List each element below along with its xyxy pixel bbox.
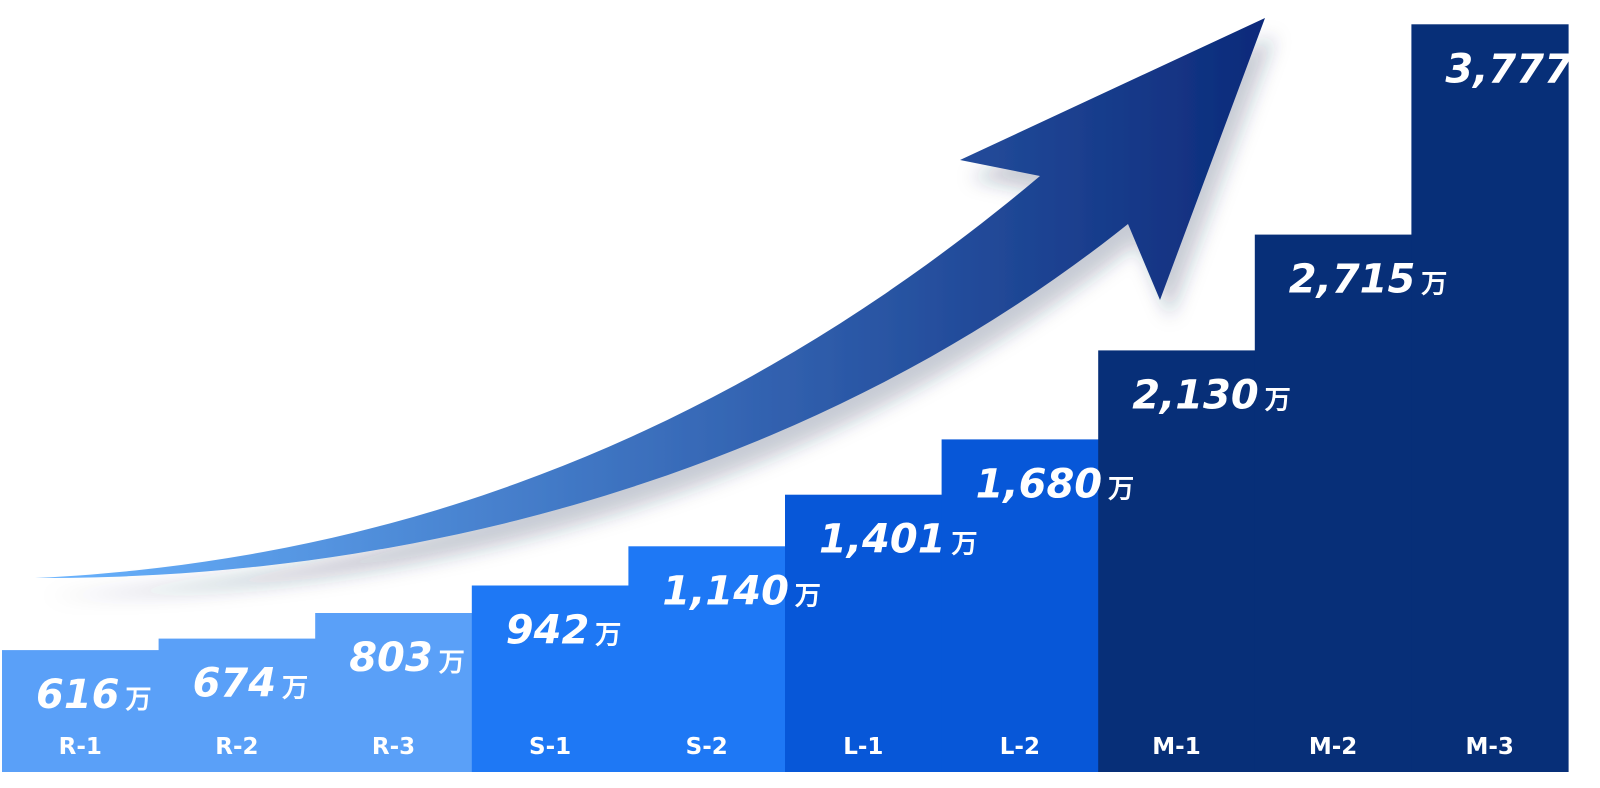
- bar-l-2: [941, 439, 1099, 772]
- value-label: 1,140: [662, 568, 789, 614]
- category-label: S-1: [529, 734, 571, 760]
- unit-label: 万: [1421, 270, 1447, 300]
- unit-label: 万: [126, 685, 152, 715]
- growth-arrow: [35, 18, 1265, 579]
- value-label: 2,130: [1132, 372, 1259, 418]
- bar-s-1: [471, 585, 629, 772]
- category-label: M-2: [1309, 734, 1357, 760]
- value-label: 2,715: [1289, 257, 1416, 303]
- category-label: M-1: [1152, 734, 1200, 760]
- value-label: 674: [193, 661, 277, 707]
- bar-s-2: [628, 546, 786, 772]
- value-label: 616: [36, 672, 120, 718]
- bar-m-3: [1411, 24, 1569, 773]
- unit-label: 万: [1108, 474, 1134, 504]
- unit-label: 万: [795, 581, 821, 611]
- unit-label: 万: [439, 648, 465, 678]
- category-label: R-2: [215, 734, 258, 760]
- category-label: R-1: [59, 734, 102, 760]
- bar-m-1: [1098, 350, 1256, 772]
- unit-label: 万: [1578, 59, 1600, 89]
- category-label: L-2: [1000, 734, 1040, 760]
- bar-m-2: [1254, 234, 1412, 773]
- unit-label: 万: [595, 621, 621, 651]
- value-label: 1,401: [819, 517, 946, 563]
- value-label: 803: [349, 635, 433, 681]
- bar-r-2: [158, 638, 316, 772]
- value-label: 1,680: [976, 461, 1103, 507]
- category-label: S-2: [686, 734, 728, 760]
- bar-r-3: [315, 613, 473, 772]
- unit-label: 万: [952, 530, 978, 560]
- unit-label: 万: [282, 674, 308, 704]
- bar-l-1: [785, 494, 943, 772]
- category-label: M-3: [1465, 734, 1513, 760]
- category-label: L-1: [843, 734, 883, 760]
- value-label: 3,777: [1445, 46, 1572, 92]
- value-label: 942: [506, 608, 590, 654]
- category-label: R-3: [372, 734, 415, 760]
- bar-r-1: [2, 650, 160, 772]
- unit-label: 万: [1265, 385, 1291, 415]
